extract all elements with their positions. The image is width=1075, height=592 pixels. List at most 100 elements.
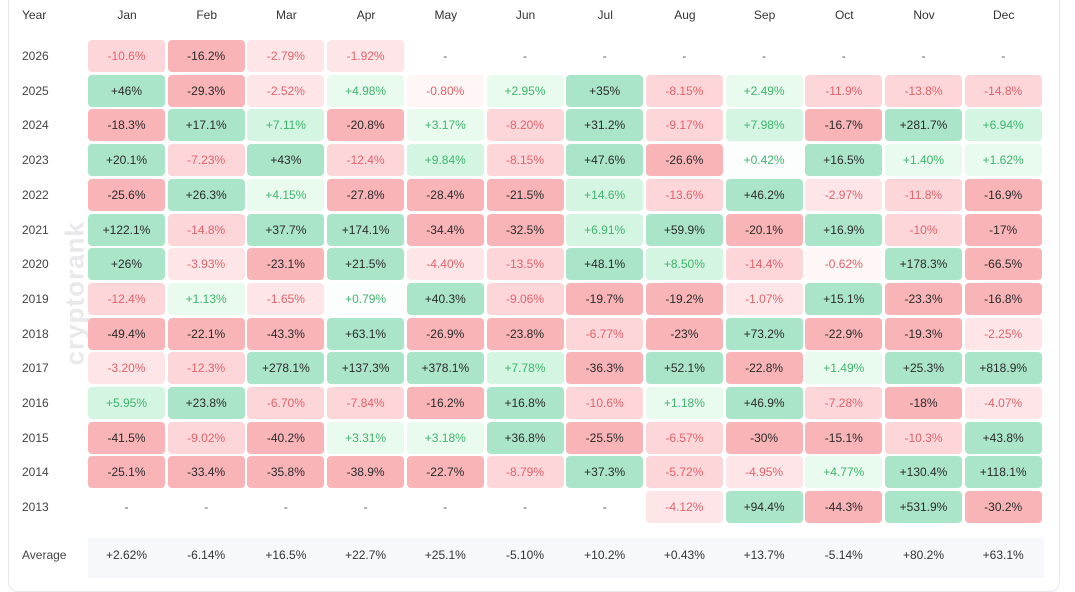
heatmap-cell: -10.6%: [566, 387, 644, 419]
year-label: 2021: [22, 222, 49, 237]
heatmap-cell: +23.8%: [167, 387, 245, 419]
heatmap-cell: -10%: [885, 213, 962, 246]
month-header-jan: Jan: [117, 8, 137, 22]
heatmap-cell: -: [443, 500, 448, 515]
heatmap-cell: -7.84%: [327, 387, 405, 419]
heatmap-cell: -16.9%: [964, 178, 1042, 211]
heatmap-cell: -3.20%: [88, 352, 165, 385]
heatmap-cell: +137.3%: [327, 352, 405, 385]
heatmap-cell: +52.1%: [645, 352, 723, 385]
heatmap-cell: -34.4%: [406, 213, 484, 246]
heatmap-cell: -: [602, 500, 607, 515]
heatmap-cell: -8.79%: [486, 456, 564, 489]
heatmap-cell: +6.94%: [964, 109, 1042, 142]
heatmap-cell: -8.20%: [486, 109, 564, 142]
heatmap-cell: +25.3%: [885, 352, 962, 385]
heatmap-cell: -5.72%: [645, 456, 723, 489]
heatmap-cell: -0.80%: [406, 74, 484, 107]
heatmap-cell: -9.02%: [167, 421, 245, 454]
heatmap-cell: -35.8%: [247, 456, 325, 489]
average-cell: +2.62%: [105, 548, 148, 562]
heatmap-cell: -23.3%: [885, 282, 962, 315]
heatmap-cell: +7.98%: [725, 109, 803, 142]
heatmap-cell: -19.7%: [566, 282, 644, 315]
month-header-mar: Mar: [276, 8, 297, 22]
heatmap-cell: -41.5%: [88, 421, 165, 454]
heatmap-cell: -27.8%: [327, 178, 405, 211]
heatmap-cell: +4.15%: [247, 178, 325, 211]
month-header-feb: Feb: [196, 8, 218, 22]
heatmap-cell: -3.93%: [167, 248, 245, 281]
heatmap-cell: +3.17%: [406, 109, 484, 142]
heatmap-cell: +5.95%: [88, 387, 165, 419]
heatmap-cell: -: [204, 500, 209, 515]
heatmap-cell: +818.9%: [964, 352, 1042, 385]
heatmap-cell: +46.2%: [725, 178, 803, 211]
year-label: 2023: [22, 153, 49, 168]
heatmap-cell: -22.1%: [167, 317, 245, 350]
heatmap-cell: -4.40%: [406, 248, 484, 281]
heatmap-cell: -16.7%: [805, 109, 883, 142]
heatmap-cell: +1.62%: [964, 144, 1042, 177]
heatmap-cell: -29.3%: [167, 74, 245, 107]
heatmap-cell: +94.4%: [725, 491, 803, 524]
average-cell: +80.2%: [902, 548, 945, 562]
month-header-nov: Nov: [913, 8, 935, 22]
heatmap-cell: -30%: [725, 421, 803, 454]
heatmap-cell: -38.9%: [327, 456, 405, 489]
heatmap-cell: -: [602, 49, 607, 63]
heatmap-cell: -26.6%: [645, 144, 723, 177]
heatmap-cell: +47.6%: [566, 144, 644, 177]
heatmap-cell: -: [921, 49, 926, 63]
heatmap-cell: -8.15%: [645, 74, 723, 107]
heatmap-cell: +37.7%: [247, 213, 325, 246]
heatmap-cell: +1.13%: [167, 282, 245, 315]
heatmap-cell: -: [363, 500, 368, 515]
heatmap-cell: -9.17%: [645, 109, 723, 142]
year-label: 2020: [22, 257, 49, 272]
heatmap-cell: -20.8%: [327, 109, 405, 142]
heatmap-cell: +0.79%: [327, 282, 405, 315]
heatmap-cell: +2.49%: [725, 74, 803, 107]
heatmap-cell: +16.9%: [805, 213, 883, 246]
year-label: 2019: [22, 291, 49, 306]
heatmap-cell: +31.2%: [566, 109, 644, 142]
heatmap-cell: -1.07%: [725, 282, 803, 315]
heatmap-cell: +3.31%: [327, 421, 405, 454]
heatmap-cell: +16.5%: [805, 144, 883, 177]
heatmap-cell: +73.2%: [725, 317, 803, 350]
heatmap-cell: -10.6%: [88, 40, 165, 72]
heatmap-cell: -19.3%: [885, 317, 962, 350]
heatmap-cell: -66.5%: [964, 248, 1042, 281]
month-header-may: May: [434, 8, 458, 22]
heatmap-cell: -9.06%: [486, 282, 564, 315]
heatmap-cell: -: [443, 49, 448, 63]
heatmap-cell: -21.5%: [486, 178, 564, 211]
heatmap-cell: -15.1%: [805, 421, 883, 454]
heatmap-cell: -14.8%: [964, 74, 1042, 107]
heatmap-cell: -25.6%: [88, 178, 165, 211]
heatmap-cell: -4.07%: [964, 387, 1042, 419]
heatmap-cell: -: [1001, 49, 1006, 63]
heatmap-cell: -2.25%: [964, 317, 1042, 350]
heatmap-cell: +36.8%: [486, 421, 564, 454]
heatmap-cell: -30.2%: [964, 491, 1042, 524]
heatmap-cell: -22.8%: [725, 352, 803, 385]
average-cell: -6.14%: [187, 548, 226, 562]
heatmap-cell: +37.3%: [566, 456, 644, 489]
heatmap-cell: +16.8%: [486, 387, 564, 419]
month-header-dec: Dec: [993, 8, 1015, 22]
heatmap-cell: +1.18%: [645, 387, 723, 419]
heatmap-cell: +26.3%: [167, 178, 245, 211]
heatmap-cell: -19.2%: [645, 282, 723, 315]
heatmap-cell: -1.65%: [247, 282, 325, 315]
heatmap-cell: +59.9%: [645, 213, 723, 246]
year-label: 2013: [22, 500, 49, 515]
heatmap-cell: +48.1%: [566, 248, 644, 281]
heatmap-cell: -49.4%: [88, 317, 165, 350]
heatmap-cell: -25.1%: [88, 456, 165, 489]
year-label: 2022: [22, 187, 49, 202]
heatmap-cell: -14.4%: [725, 248, 803, 281]
heatmap-cell: -6.57%: [645, 421, 723, 454]
heatmap-cell: +15.1%: [805, 282, 883, 315]
